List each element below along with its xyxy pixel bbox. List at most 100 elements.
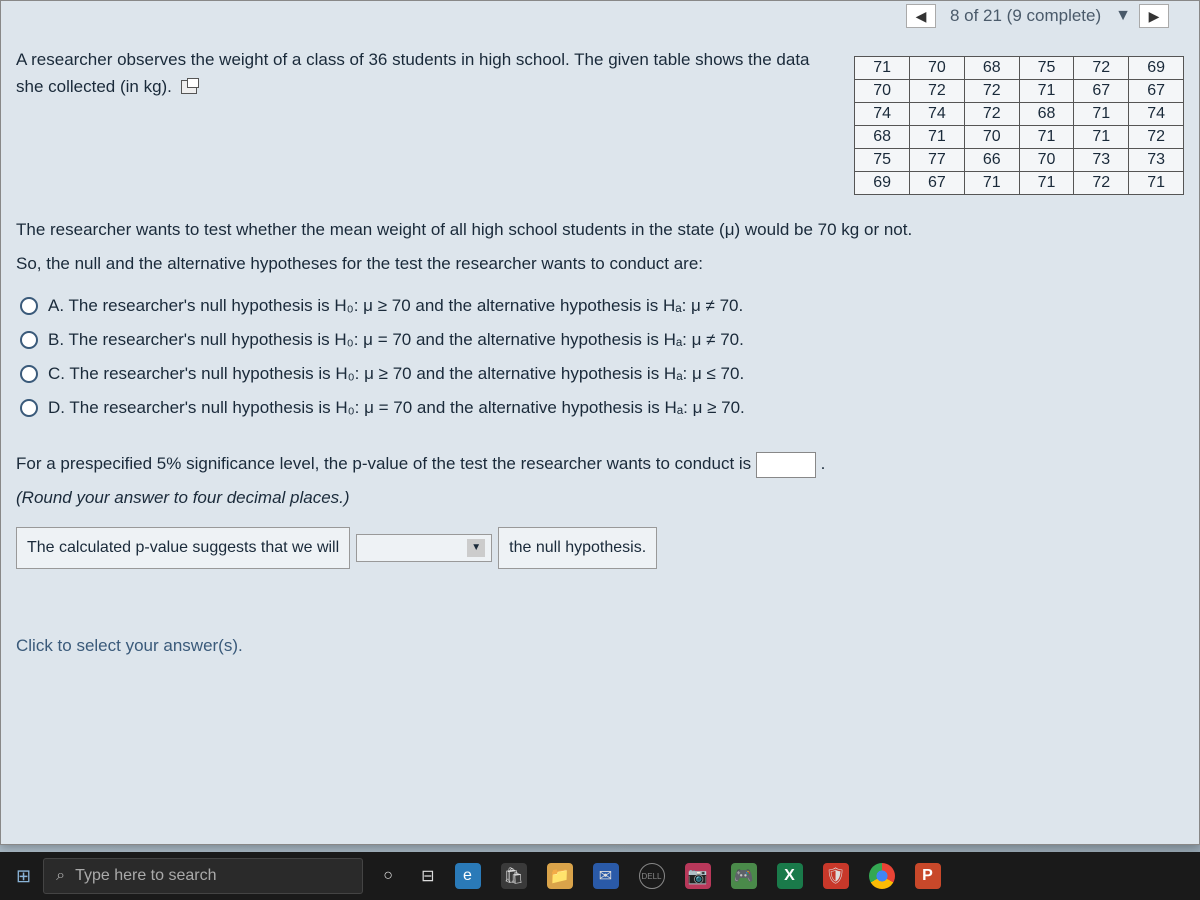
- table-row: 696771717271: [855, 172, 1184, 195]
- content-area: A researcher observes the weight of a cl…: [1, 1, 1199, 678]
- click-prompt: Click to select your answer(s).: [16, 629, 1184, 663]
- table-cell: 68: [1019, 103, 1074, 126]
- option-C[interactable]: C. The researcher's null hypothesis is H…: [20, 357, 1184, 391]
- taskbar-app-xbox[interactable]: 🎮: [723, 856, 765, 896]
- radio-C[interactable]: [20, 365, 38, 383]
- pvalue-post: .: [821, 454, 826, 473]
- table-cell: 75: [855, 149, 910, 172]
- taskview-icon: ⊟: [421, 866, 434, 886]
- taskbar-app-powerpoint[interactable]: P: [907, 856, 949, 896]
- radio-A[interactable]: [20, 297, 38, 315]
- popup-table-icon[interactable]: [181, 80, 197, 94]
- taskbar-app-explorer[interactable]: 📁: [539, 856, 581, 896]
- next-button[interactable]: ▶: [1139, 4, 1169, 28]
- chevron-down-icon[interactable]: ▼: [1115, 7, 1131, 25]
- question-block: The researcher wants to test whether the…: [16, 213, 1184, 663]
- table-cell: 70: [964, 126, 1019, 149]
- conclusion-row: The calculated p-value suggests that we …: [16, 527, 1184, 569]
- table-cell: 71: [1074, 103, 1129, 126]
- taskbar-app-excel[interactable]: X: [769, 856, 811, 896]
- table-cell: 71: [910, 126, 965, 149]
- taskbar-app-store[interactable]: 🛍: [493, 856, 535, 896]
- table-cell: 69: [855, 172, 910, 195]
- mail-icon: ✉: [593, 863, 619, 889]
- chrome-icon: [869, 863, 895, 889]
- option-C-label: C. The researcher's null hypothesis is H…: [48, 357, 744, 391]
- table-cell: 77: [910, 149, 965, 172]
- pvalue-pre: For a prespecified 5% significance level…: [16, 454, 756, 473]
- prev-button[interactable]: ◀: [906, 4, 936, 28]
- table-cell: 71: [855, 57, 910, 80]
- taskbar-app-camera[interactable]: 📷: [677, 856, 719, 896]
- store-icon: 🛍: [501, 863, 527, 889]
- table-cell: 71: [1019, 80, 1074, 103]
- rounding-instruction: (Round your answer to four decimal place…: [16, 481, 1184, 515]
- table-row: 757766707373: [855, 149, 1184, 172]
- option-D-label: D. The researcher's null hypothesis is H…: [48, 391, 745, 425]
- folder-icon: 📁: [547, 863, 573, 889]
- start-button[interactable]: ⊞: [8, 856, 39, 896]
- cortana-button[interactable]: ○: [367, 856, 409, 896]
- table-cell: 69: [1129, 57, 1184, 80]
- circle-icon: ○: [375, 863, 401, 889]
- triangle-left-icon: ◀: [916, 8, 927, 25]
- camera-icon: 📷: [685, 863, 711, 889]
- table-cell: 70: [910, 57, 965, 80]
- question-stem-2: So, the null and the alternative hypothe…: [16, 247, 1184, 281]
- table-cell: 72: [910, 80, 965, 103]
- shield-icon: 🛡: [823, 863, 849, 889]
- table-cell: 74: [910, 103, 965, 126]
- table-cell: 67: [1129, 80, 1184, 103]
- conclusion-pre: The calculated p-value suggests that we …: [16, 527, 350, 569]
- search-placeholder: Type here to search: [75, 867, 216, 885]
- taskbar-search[interactable]: ⌕ Type here to search: [43, 858, 363, 894]
- table-row: 707272716767: [855, 80, 1184, 103]
- table-cell: 72: [964, 80, 1019, 103]
- table-cell: 72: [1074, 172, 1129, 195]
- taskbar-app-security[interactable]: 🛡: [815, 856, 857, 896]
- xbox-icon: 🎮: [731, 863, 757, 889]
- table-cell: 67: [910, 172, 965, 195]
- table-cell: 68: [855, 126, 910, 149]
- chevron-down-icon: ▼: [467, 539, 485, 557]
- taskbar-app-chrome[interactable]: [861, 856, 903, 896]
- search-icon: ⌕: [56, 867, 65, 885]
- triangle-right-icon: ▶: [1149, 8, 1160, 25]
- table-cell: 70: [855, 80, 910, 103]
- data-table: 7170687572697072727167677474726871746871…: [854, 56, 1184, 195]
- taskbar-app-mail[interactable]: ✉: [585, 856, 627, 896]
- pvalue-line: For a prespecified 5% significance level…: [16, 447, 1184, 481]
- table-row: 687170717172: [855, 126, 1184, 149]
- table-cell: 71: [964, 172, 1019, 195]
- task-view-button[interactable]: ⊟: [413, 856, 442, 896]
- table-cell: 73: [1129, 149, 1184, 172]
- option-B[interactable]: B. The researcher's null hypothesis is H…: [20, 323, 1184, 357]
- radio-D[interactable]: [20, 399, 38, 417]
- option-A[interactable]: A. The researcher's null hypothesis is H…: [20, 289, 1184, 323]
- option-D[interactable]: D. The researcher's null hypothesis is H…: [20, 391, 1184, 425]
- intro-row: A researcher observes the weight of a cl…: [16, 46, 1184, 195]
- header-nav: ◀ 8 of 21 (9 complete) ▼ ▶: [906, 1, 1169, 31]
- pvalue-input[interactable]: [756, 452, 816, 478]
- table-cell: 72: [1129, 126, 1184, 149]
- table-cell: 72: [1074, 57, 1129, 80]
- table-cell: 67: [1074, 80, 1129, 103]
- dell-icon: DELL: [639, 863, 665, 889]
- table-cell: 71: [1074, 126, 1129, 149]
- intro-paragraph: A researcher observes the weight of a cl…: [16, 50, 810, 96]
- conclusion-dropdown[interactable]: ▼: [356, 534, 492, 562]
- table-cell: 74: [1129, 103, 1184, 126]
- taskbar-app-dell[interactable]: DELL: [631, 856, 673, 896]
- table-cell: 66: [964, 149, 1019, 172]
- radio-B[interactable]: [20, 331, 38, 349]
- question-window: ◀ 8 of 21 (9 complete) ▼ ▶ A researcher …: [0, 0, 1200, 845]
- progress-text[interactable]: 8 of 21 (9 complete): [944, 6, 1107, 26]
- intro-text: A researcher observes the weight of a cl…: [16, 46, 834, 100]
- windows-icon: ⊞: [16, 866, 31, 887]
- table-cell: 74: [855, 103, 910, 126]
- question-stem-1: The researcher wants to test whether the…: [16, 213, 1184, 247]
- table-row: 717068757269: [855, 57, 1184, 80]
- taskbar-app-edge[interactable]: e: [447, 856, 489, 896]
- mc-options: A. The researcher's null hypothesis is H…: [20, 289, 1184, 425]
- table-cell: 72: [964, 103, 1019, 126]
